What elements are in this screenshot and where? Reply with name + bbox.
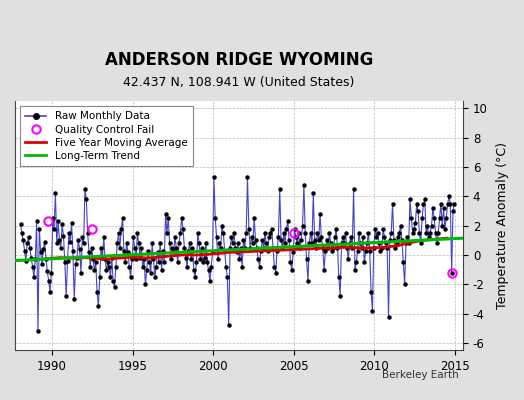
Text: Berkeley Earth: Berkeley Earth xyxy=(382,370,458,380)
Text: ANDERSON RIDGE WYOMING: ANDERSON RIDGE WYOMING xyxy=(105,51,373,69)
Text: 42.437 N, 108.941 W (United States): 42.437 N, 108.941 W (United States) xyxy=(123,76,355,88)
Legend: Raw Monthly Data, Quality Control Fail, Five Year Moving Average, Long-Term Tren: Raw Monthly Data, Quality Control Fail, … xyxy=(20,106,192,166)
Y-axis label: Temperature Anomaly (°C): Temperature Anomaly (°C) xyxy=(496,142,509,309)
